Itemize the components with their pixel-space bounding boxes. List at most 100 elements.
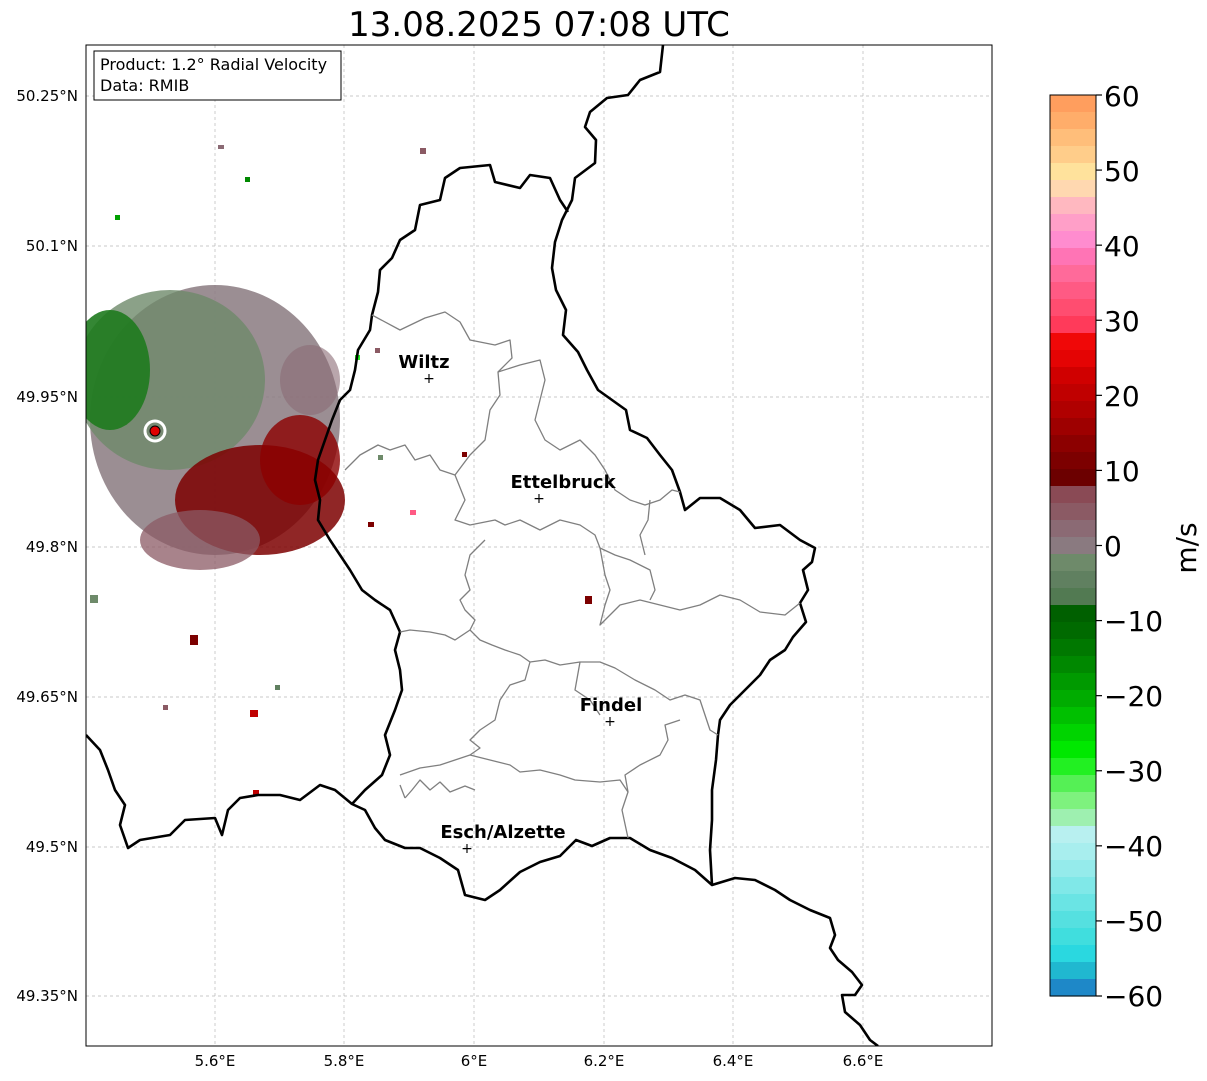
colorbar-band — [1050, 860, 1096, 878]
colorbar-band — [1050, 316, 1096, 334]
colorbar-band — [1050, 843, 1096, 861]
colorbar-band — [1050, 231, 1096, 249]
city-ettelbruck: Ettelbruck + — [510, 472, 616, 507]
colorbar-band — [1050, 367, 1096, 385]
colorbar-band — [1050, 758, 1096, 776]
colorbar-tick: 60 — [1104, 80, 1140, 113]
colorbar-tick: −20 — [1104, 680, 1163, 713]
colorbar-band — [1050, 214, 1096, 232]
colorbar-band — [1050, 469, 1096, 487]
colorbar-band — [1050, 741, 1096, 759]
lon-tick: 5.8°E — [324, 1052, 365, 1070]
city-label: Findel — [580, 695, 643, 716]
colorbar-band — [1050, 401, 1096, 419]
colorbar-band — [1050, 435, 1096, 453]
colorbar-band — [1050, 537, 1096, 555]
colorbar-band — [1050, 605, 1096, 623]
colorbar-tick: −60 — [1104, 980, 1163, 1013]
colorbar-band — [1050, 197, 1096, 215]
city-esch-alzette: Esch/Alzette + — [440, 822, 565, 857]
city-label: Wiltz — [398, 352, 449, 373]
colorbar-band — [1050, 146, 1096, 164]
colorbar-tick: 20 — [1104, 380, 1140, 413]
colorbar-band — [1050, 299, 1096, 317]
colorbar-band — [1050, 588, 1096, 606]
lat-tick: 49.35°N — [16, 987, 78, 1005]
colorbar-band — [1050, 350, 1096, 368]
colorbar-band — [1050, 809, 1096, 827]
colorbar-band — [1050, 452, 1096, 470]
colorbar-band — [1050, 571, 1096, 589]
colorbar-band — [1050, 639, 1096, 657]
lon-tick: 6.2°E — [584, 1052, 625, 1070]
info-box: Product: 1.2° Radial Velocity Data: RMIB — [93, 50, 342, 101]
lat-tick: 49.65°N — [16, 688, 78, 706]
colorbar-tick-labels: 60 50 40 30 20 10 0 −10 −20 −30 −40 −50 … — [1104, 80, 1163, 1013]
colorbar-band — [1050, 911, 1096, 929]
colorbar-bands — [1050, 95, 1096, 997]
lat-tick: 49.8°N — [26, 538, 78, 556]
colorbar-band — [1050, 163, 1096, 181]
colorbar-band — [1050, 180, 1096, 198]
city-wiltz: Wiltz + — [398, 352, 449, 387]
city-findel: Findel + — [580, 695, 643, 730]
colorbar-band — [1050, 129, 1096, 147]
colorbar-band — [1050, 384, 1096, 402]
colorbar-band — [1050, 775, 1096, 793]
colorbar-band — [1050, 520, 1096, 538]
colorbar-tick: 40 — [1104, 230, 1140, 263]
lon-tick: 5.6°E — [195, 1052, 236, 1070]
lon-tick: 6.4°E — [713, 1052, 754, 1070]
colorbar-tick-marks — [1096, 94, 1102, 997]
colorbar-band — [1050, 486, 1096, 504]
colorbar-band — [1050, 690, 1096, 708]
colorbar-band — [1050, 112, 1096, 130]
city-label: Ettelbruck — [510, 472, 616, 493]
colorbar-tick: 10 — [1104, 455, 1140, 488]
colorbar-band — [1050, 724, 1096, 742]
colorbar-tick: 0 — [1104, 530, 1122, 563]
canton-borders — [344, 311, 801, 839]
city-marker-icon: + — [533, 491, 545, 507]
lat-tick: 49.5°N — [26, 838, 78, 856]
colorbar-band — [1050, 826, 1096, 844]
colorbar-band — [1050, 792, 1096, 810]
colorbar-band — [1050, 979, 1096, 997]
city-marker-icon: + — [423, 371, 435, 387]
colorbar-band — [1050, 894, 1096, 912]
colorbar-band — [1050, 673, 1096, 691]
info-product: Product: 1.2° Radial Velocity — [100, 55, 327, 74]
lon-tick: 6°E — [461, 1052, 488, 1070]
lon-tick-labels: 5.6°E 5.8°E 6°E 6.2°E 6.4°E 6.6°E — [195, 1052, 884, 1070]
radar-site-marker — [149, 425, 161, 437]
lat-tick: 50.25°N — [16, 87, 78, 105]
colorbar-tick: 30 — [1104, 305, 1140, 338]
colorbar-band — [1050, 95, 1096, 113]
city-marker-icon: + — [604, 714, 616, 730]
national-border — [313, 45, 817, 902]
colorbar-band — [1050, 928, 1096, 946]
colorbar-band — [1050, 333, 1096, 351]
colorbar-band — [1050, 418, 1096, 436]
eastern-border — [711, 876, 879, 1046]
lat-tick: 50.1°N — [26, 237, 78, 255]
lon-tick: 6.6°E — [843, 1052, 884, 1070]
colorbar-tick: −10 — [1104, 605, 1163, 638]
colorbar: 60 50 40 30 20 10 0 −10 −20 −30 −40 −50 … — [1049, 80, 1203, 1013]
colorbar-tick: −50 — [1104, 905, 1163, 938]
colorbar-band — [1050, 945, 1096, 963]
colorbar-band — [1050, 877, 1096, 895]
colorbar-band — [1050, 656, 1096, 674]
city-marker-icon: + — [461, 841, 473, 857]
western-border — [86, 734, 353, 850]
lat-tick-labels: 50.25°N 50.1°N 49.95°N 49.8°N 49.65°N 49… — [16, 87, 78, 1005]
radar-echo — [86, 145, 592, 796]
colorbar-band — [1050, 265, 1096, 283]
colorbar-band — [1050, 707, 1096, 725]
info-data-source: Data: RMIB — [100, 76, 189, 95]
map-frame — [85, 44, 993, 1047]
colorbar-unit-label: m/s — [1170, 522, 1203, 573]
colorbar-band — [1050, 554, 1096, 572]
colorbar-band — [1050, 503, 1096, 521]
